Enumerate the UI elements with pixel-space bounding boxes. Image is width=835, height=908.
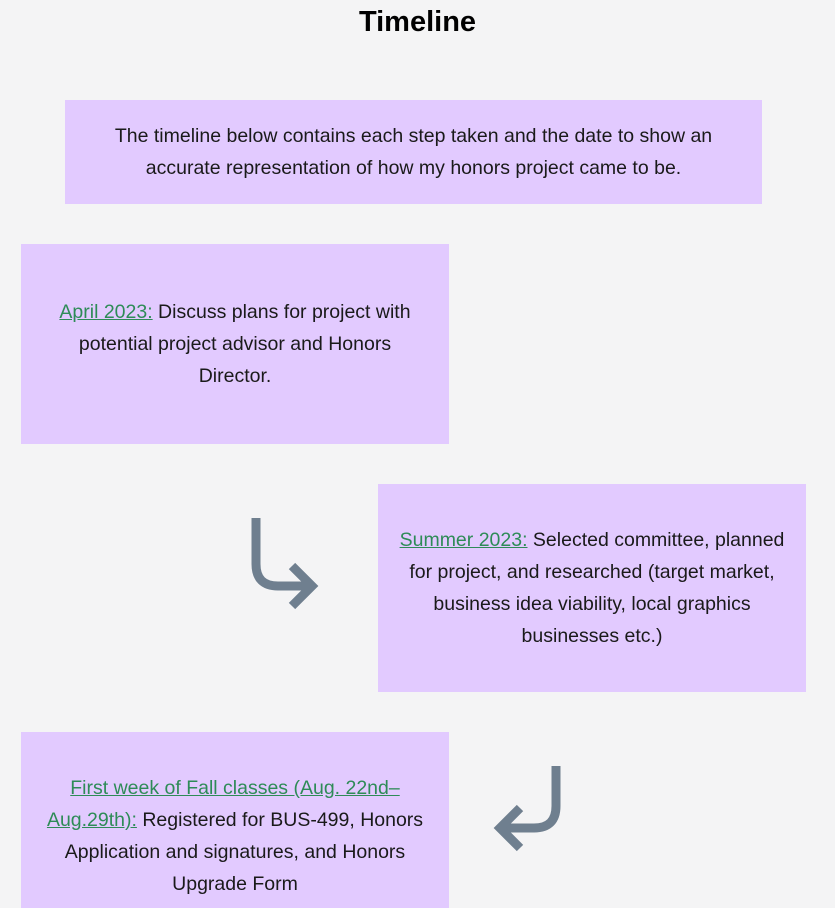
timeline-step-april-2023: April 2023: Discuss plans for project wi… [21, 244, 449, 444]
step-description-1: Discuss plans for project with potential… [78, 301, 411, 387]
step-description-2: Selected committee, planned for project,… [409, 529, 785, 647]
step-text-2: Summer 2023: Selected committee, planned… [396, 524, 788, 652]
step-date-link-3[interactable]: First week of Fall classes (Aug. 22nd–Au… [46, 777, 400, 831]
step-text-3: First week of Fall classes (Aug. 22nd–Au… [39, 772, 431, 900]
timeline-step-summer-2023: Summer 2023: Selected committee, planned… [378, 484, 806, 692]
step-date-link-1[interactable]: April 2023: [59, 301, 153, 323]
step-date-link-2[interactable]: Summer 2023: [399, 529, 528, 551]
curved-arrow-down-right-icon [251, 518, 319, 610]
curved-arrow-down-left-icon [493, 766, 561, 852]
step-text-1: April 2023: Discuss plans for project wi… [49, 296, 421, 392]
intro-box: The timeline below contains each step ta… [65, 100, 762, 204]
page-title: Timeline [358, 6, 477, 38]
intro-text: The timeline below contains each step ta… [114, 125, 713, 179]
timeline-step-fall-classes: First week of Fall classes (Aug. 22nd–Au… [21, 732, 449, 908]
step-description-3: Registered for BUS-499, Honors Applicati… [64, 809, 424, 895]
